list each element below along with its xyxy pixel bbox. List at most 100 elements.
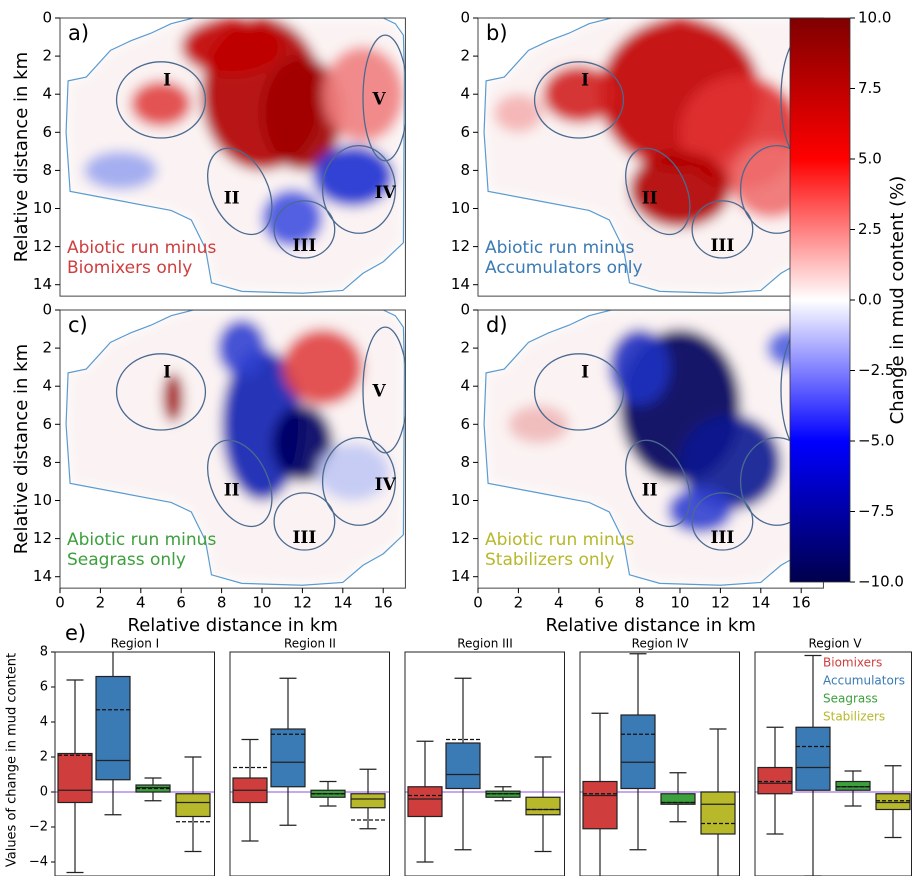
annotation: Abiotic run minus	[485, 238, 634, 258]
annotation: Stabilizers only	[485, 550, 614, 570]
region-label: III	[292, 528, 316, 548]
legend-entry: Stabilizers	[823, 710, 885, 724]
mud-change-area	[163, 372, 184, 423]
subplot	[55, 652, 215, 874]
y-tick-label: −4	[29, 855, 48, 870]
region-label: I	[581, 362, 589, 382]
y-tick-label: 2	[42, 339, 52, 357]
panel-label: d)	[486, 313, 508, 337]
legend-entry: Seagrass	[823, 692, 878, 706]
mud-change-area	[542, 65, 616, 123]
region-outline	[533, 353, 625, 431]
region-outline	[533, 61, 625, 139]
map-panel: IIIIIIIVVd)Abiotic run minusStabilizers …	[451, 301, 824, 636]
whisker-high	[844, 770, 862, 782]
box	[270, 728, 306, 788]
map-panel: IIIIIIIVVb)Abiotic run minusAccumulators…	[451, 9, 824, 297]
panel-frame	[59, 17, 406, 297]
legend-entry: Biomixers	[823, 656, 882, 670]
region-outline	[625, 439, 691, 528]
colorbar-tick-label: −5.0	[858, 432, 894, 450]
mud-change-area	[312, 145, 394, 207]
subplot-title: Region V	[808, 637, 862, 651]
x-tick-label: 12	[711, 594, 730, 612]
region-outline	[691, 200, 754, 259]
y-tick-label: 8	[42, 453, 52, 471]
region-label: II	[224, 188, 240, 208]
x-tick-label: 2	[96, 594, 106, 612]
box	[175, 793, 211, 818]
panel-label: e)	[65, 621, 86, 645]
colorbar-tick-label: −7.5	[858, 502, 894, 520]
mud-change-area	[181, 18, 283, 76]
box	[757, 766, 793, 795]
annotation: Abiotic run minus	[485, 530, 634, 550]
box	[795, 726, 831, 791]
mud-change-area	[84, 151, 157, 190]
region-label: I	[163, 70, 171, 90]
box	[835, 780, 871, 791]
mud-change-area	[217, 319, 267, 377]
y-tick-label: 8	[40, 645, 48, 660]
whisker-high	[766, 726, 784, 768]
whisker-high	[709, 728, 727, 792]
region-outline	[207, 147, 273, 236]
colorbar-tick-label: −2.5	[858, 361, 894, 379]
region-label: II	[642, 188, 658, 208]
mud-change-area	[130, 80, 192, 127]
region-label: IV	[375, 183, 397, 203]
region-outline	[625, 147, 691, 236]
mud-change-area	[316, 443, 390, 501]
region-label: I	[581, 70, 589, 90]
whisker-high	[112, 652, 114, 677]
x-tick-label: 0	[473, 594, 483, 612]
subplot	[230, 677, 390, 842]
y-tick-label: 14	[33, 567, 52, 585]
y-tick-label: 12	[33, 529, 52, 547]
box	[407, 786, 443, 818]
whisker-low	[454, 788, 472, 851]
blobs	[66, 18, 405, 294]
x-tick-label: 10	[252, 594, 271, 612]
y-tick-label: 4	[460, 377, 470, 395]
map-content	[65, 310, 406, 586]
whisker-high	[319, 780, 337, 791]
colorbar-tick-label: 5.0	[858, 150, 882, 168]
whisker-low	[104, 779, 122, 816]
y-tick-label: 14	[451, 567, 470, 585]
subplot-frame	[579, 651, 740, 876]
whisker-high	[629, 653, 647, 715]
colorbar-tick-label: −10.0	[858, 573, 904, 591]
panel-label: a)	[68, 21, 89, 45]
panel-label: b)	[486, 21, 508, 45]
region-outline	[115, 61, 207, 139]
subplot	[405, 677, 565, 863]
x-axis-label: Relative distance in km	[546, 615, 756, 636]
whisker-low	[599, 828, 601, 876]
whisker-high	[494, 786, 512, 792]
region-label: II	[224, 480, 240, 500]
whisker-high	[359, 768, 377, 794]
box	[582, 780, 618, 830]
whisker-high	[279, 677, 297, 729]
whisker-low	[766, 793, 784, 835]
x-tick-label: 14	[333, 594, 352, 612]
blobs	[66, 310, 405, 586]
x-tick-label: 4	[136, 594, 146, 612]
y-tick-label: 6	[460, 123, 470, 141]
whisker-low	[279, 786, 297, 826]
colorbar-tick-label: 0.0	[858, 291, 882, 309]
x-tick-label: 16	[792, 594, 811, 612]
whisker-low	[884, 809, 902, 839]
y-tick-label: 10	[451, 491, 470, 509]
region-label: IV	[375, 475, 397, 495]
colorbar-label: Change in mud content (%)	[887, 176, 908, 425]
whisker-low	[241, 802, 259, 842]
whisker-high	[534, 756, 552, 798]
whisker-low	[359, 807, 377, 830]
y-tick-label: 8	[460, 161, 470, 179]
whisker-high	[184, 756, 202, 794]
whisker-low	[184, 816, 202, 853]
region-outline	[273, 200, 336, 259]
